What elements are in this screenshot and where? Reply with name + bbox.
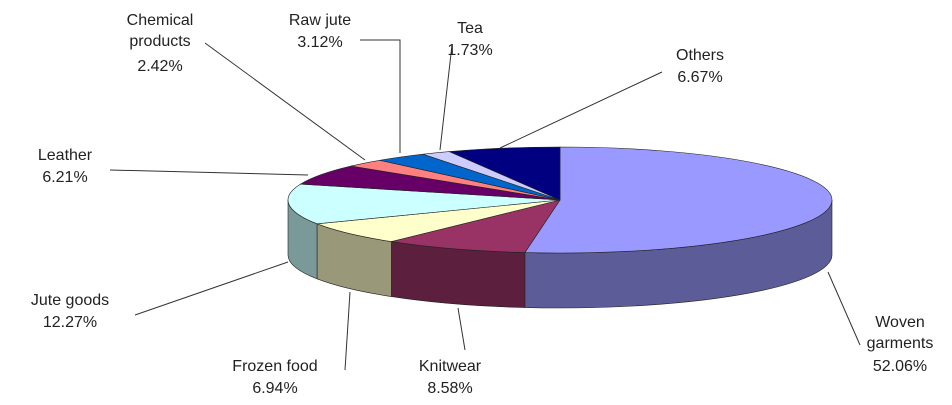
leader-line (360, 39, 401, 153)
slice-value-label: 6.67% (677, 69, 723, 86)
slice-value-label: 2.42% (137, 58, 183, 75)
slice-label: Knitwear (418, 358, 482, 375)
slice (287, 183, 561, 280)
slice-value-label: 6.21% (42, 169, 88, 186)
slice-top (287, 183, 561, 225)
slice-label: Leather (37, 147, 93, 164)
slice-value-label: 3.12% (297, 34, 343, 51)
leader-line (134, 261, 289, 316)
slice-label: Chemical products (126, 12, 194, 50)
slice-value-label: 6.94% (252, 380, 298, 397)
slice-top (449, 146, 561, 201)
slice-label: Woven garments (866, 314, 934, 352)
slice-value-label: 1.73% (447, 42, 493, 59)
slice (449, 146, 561, 201)
leader-line (457, 307, 466, 351)
leader-line (827, 271, 861, 346)
leader-line (499, 71, 663, 149)
slice-label: Frozen food (232, 358, 318, 375)
slice (299, 165, 561, 201)
slice-top (391, 199, 561, 253)
leader-line (204, 42, 366, 161)
slice (391, 199, 561, 308)
slice-top (316, 199, 561, 242)
slice-top (299, 165, 561, 201)
slice-label: Others (675, 47, 725, 64)
leader-line (344, 291, 351, 371)
slice-top (524, 146, 833, 254)
leader-line (109, 169, 309, 176)
slice (524, 146, 833, 309)
slice-value-label: 8.58% (427, 380, 473, 397)
slice-label: Tea (457, 20, 483, 37)
slice-label: Jute goods (30, 292, 110, 309)
leader-line (439, 44, 453, 151)
slice-value-label: 52.06% (872, 358, 928, 375)
slice-value-label: 12.27% (42, 314, 98, 331)
slice (316, 199, 561, 297)
slice-label: Raw jute (288, 12, 352, 29)
